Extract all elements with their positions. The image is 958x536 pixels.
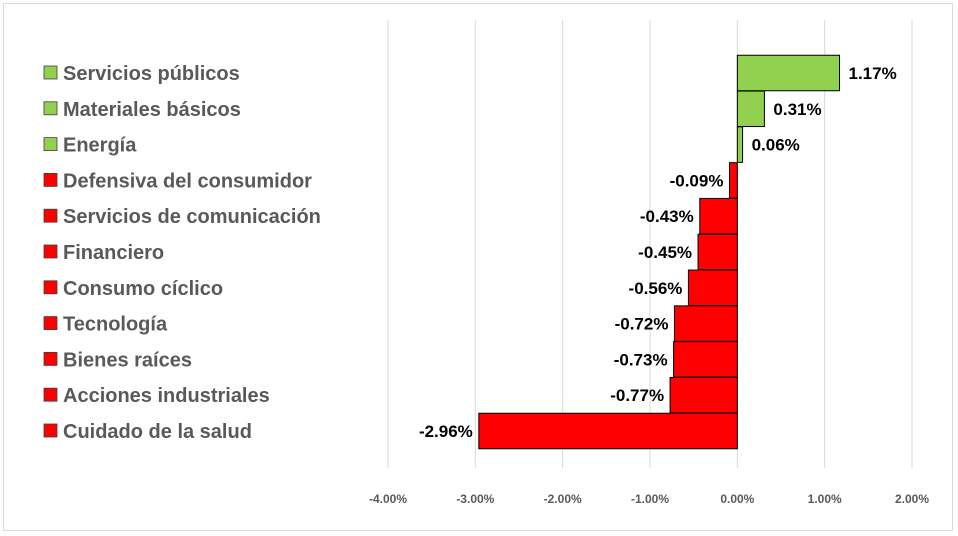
legend-swatch: [43, 137, 58, 152]
value-label: -0.72%: [615, 315, 669, 334]
x-tick-label: 0.00%: [720, 492, 754, 506]
bar: [736, 126, 744, 163]
x-axis-ticks: -4.00% -3.00% -2.00% -1.00% 0.00% 1.00% 2.00%: [369, 492, 929, 506]
x-tick-label: 2.00%: [895, 492, 929, 506]
legend-swatch: [43, 387, 58, 402]
legend-swatch: [43, 65, 58, 80]
x-tick-label: -4.00%: [369, 492, 407, 506]
bar: [669, 376, 738, 414]
x-tick-label: -1.00%: [631, 492, 669, 506]
value-label: 1.17%: [849, 64, 897, 83]
legend-label: Tecnología: [63, 314, 168, 336]
legend-label: Energía: [63, 135, 137, 157]
legend: Servicios públicos Materiales básicos Ener…: [43, 63, 321, 443]
value-labels: 1.17% 0.31% 0.06% -0.09% -0.43% -0.45% -0.56% -…: [419, 64, 897, 441]
legend-label: Acciones industriales: [63, 385, 270, 407]
legend-swatch: [43, 101, 58, 116]
value-label: 0.31%: [773, 100, 821, 119]
legend-swatch: [43, 316, 58, 331]
legend-label: Bienes raíces: [63, 349, 192, 371]
value-label: -0.77%: [610, 386, 664, 405]
legend-label: Consumo cíclico: [63, 278, 223, 300]
value-label: -0.45%: [638, 243, 692, 262]
legend-label: Defensiva del consumidor: [63, 170, 312, 192]
x-tick-label: -2.00%: [544, 492, 582, 506]
legend-label: Financiero: [63, 242, 164, 264]
value-label: -2.96%: [419, 422, 473, 441]
value-label: -0.73%: [614, 350, 668, 369]
bar: [478, 412, 738, 450]
value-label: -0.43%: [640, 207, 694, 226]
legend-label: Servicios de comunicación: [63, 206, 321, 228]
bar: [697, 233, 738, 271]
bar: [736, 90, 765, 128]
bar: [687, 269, 738, 307]
bar: [728, 162, 738, 199]
legend-label: Cuidado de la salud: [63, 421, 252, 443]
legend-swatch: [43, 423, 58, 438]
legend-swatch: [43, 172, 58, 187]
x-tick-label: -3.00%: [456, 492, 494, 506]
legend-label: Servicios públicos: [63, 63, 240, 85]
legend-swatch: [43, 280, 58, 295]
legend-swatch: [43, 208, 58, 223]
value-label: 0.06%: [752, 136, 800, 155]
value-label: -0.56%: [629, 279, 683, 298]
legend-label: Materiales básicos: [63, 99, 241, 121]
bar: [673, 305, 738, 342]
legend-swatch: [43, 244, 58, 259]
legend-swatch: [43, 351, 58, 366]
x-tick-label: 1.00%: [808, 492, 842, 506]
bar: [673, 341, 738, 378]
bar: [699, 197, 738, 235]
bars: [478, 54, 841, 450]
value-label: -0.09%: [670, 171, 724, 190]
bar: [736, 54, 841, 92]
